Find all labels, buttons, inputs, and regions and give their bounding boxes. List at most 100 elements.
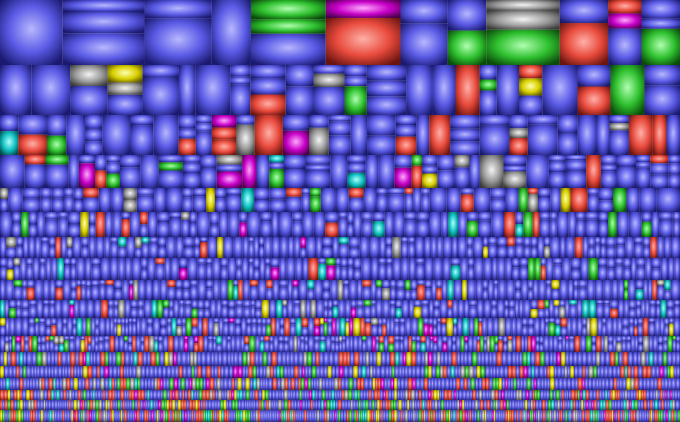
tile xyxy=(611,400,615,410)
tile xyxy=(68,155,79,188)
tile xyxy=(117,366,121,378)
tile xyxy=(105,284,114,300)
tile xyxy=(631,258,637,280)
tile xyxy=(305,300,311,318)
tile xyxy=(153,366,158,378)
tile xyxy=(97,390,101,400)
tile xyxy=(391,410,395,422)
tile xyxy=(631,366,634,378)
tile xyxy=(518,390,522,400)
tile xyxy=(85,128,103,142)
tile xyxy=(78,300,87,318)
tile xyxy=(638,366,643,378)
tile xyxy=(653,352,658,366)
tile xyxy=(477,220,492,237)
tile xyxy=(280,390,284,400)
tile xyxy=(342,340,346,352)
tile xyxy=(401,258,409,280)
tile xyxy=(286,196,302,212)
tile xyxy=(251,324,257,336)
tile xyxy=(124,258,132,280)
tile xyxy=(498,336,504,341)
tile xyxy=(140,155,159,188)
tile xyxy=(391,390,395,400)
tile xyxy=(404,378,408,390)
tile xyxy=(33,390,38,400)
tile xyxy=(45,164,69,188)
tile xyxy=(109,258,119,280)
tile xyxy=(527,352,531,366)
tile xyxy=(85,258,92,280)
tile xyxy=(152,390,157,400)
tile xyxy=(428,324,433,336)
tile xyxy=(641,300,646,318)
tile xyxy=(233,366,238,378)
tile xyxy=(609,115,629,124)
tile xyxy=(490,336,495,352)
tile xyxy=(412,400,415,410)
tile xyxy=(81,286,86,300)
tile xyxy=(453,280,462,300)
tile xyxy=(68,339,75,352)
tile xyxy=(475,280,483,300)
tile xyxy=(313,378,317,390)
tile xyxy=(248,400,251,410)
tile xyxy=(114,378,118,390)
tile xyxy=(283,169,306,188)
tile xyxy=(433,336,438,344)
tile xyxy=(90,280,100,287)
tile xyxy=(166,378,170,390)
tile xyxy=(515,352,519,366)
tile xyxy=(216,336,222,345)
tile xyxy=(477,410,480,422)
tile xyxy=(78,163,96,188)
tile xyxy=(602,318,607,324)
tile xyxy=(314,410,317,422)
tile xyxy=(130,308,138,318)
tile xyxy=(328,378,332,390)
tile xyxy=(565,155,587,161)
tile xyxy=(86,390,91,400)
tile xyxy=(620,400,624,410)
tile xyxy=(258,237,265,246)
tile xyxy=(394,167,412,188)
tile xyxy=(6,237,17,248)
tile xyxy=(374,390,378,400)
tile xyxy=(261,324,267,336)
tile xyxy=(464,366,469,378)
tile xyxy=(161,400,165,410)
tile xyxy=(124,390,127,400)
tile xyxy=(667,352,673,366)
tile xyxy=(0,318,6,326)
tile xyxy=(228,400,232,410)
tile xyxy=(539,212,551,220)
tile xyxy=(202,378,207,390)
tile xyxy=(573,287,579,300)
tile xyxy=(447,0,487,31)
tile xyxy=(168,410,171,422)
tile xyxy=(153,115,179,155)
tile xyxy=(375,341,379,352)
tile xyxy=(159,352,165,366)
tile xyxy=(553,352,557,366)
tile xyxy=(168,400,173,410)
tile xyxy=(468,336,474,352)
tile xyxy=(11,222,22,237)
tile xyxy=(677,410,680,422)
tile xyxy=(591,378,596,390)
tile xyxy=(297,336,301,352)
tile xyxy=(231,400,236,410)
tile xyxy=(364,378,369,390)
tile xyxy=(95,237,105,258)
tile xyxy=(640,390,644,400)
tile xyxy=(596,336,602,352)
tile xyxy=(421,304,430,318)
tile xyxy=(48,378,53,390)
tile xyxy=(28,410,31,422)
tile xyxy=(347,266,354,280)
tile xyxy=(549,390,554,400)
tile xyxy=(429,212,442,237)
tile xyxy=(298,280,308,300)
tile xyxy=(616,166,637,188)
tile xyxy=(39,366,45,378)
